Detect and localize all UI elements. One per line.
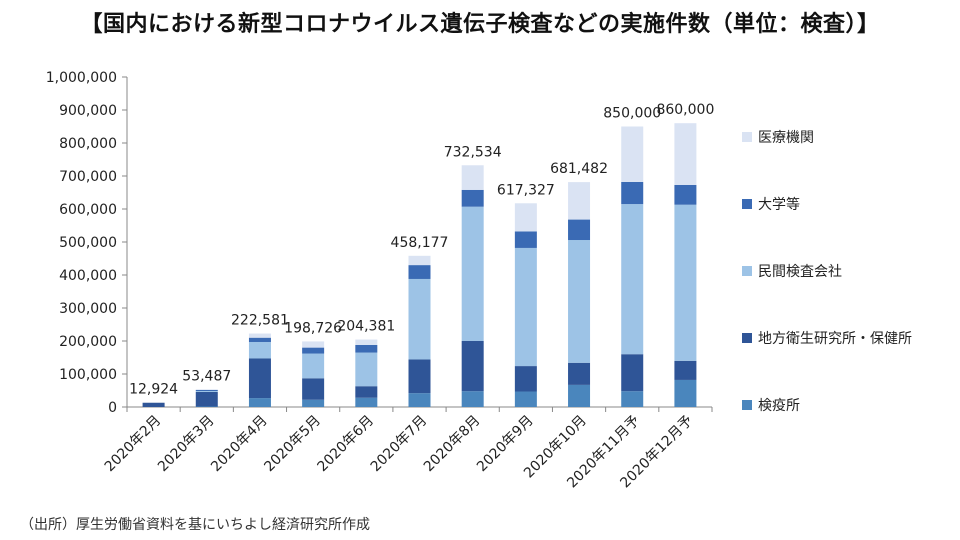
y-tick-label: 800,000 (59, 136, 117, 152)
x-category-label: 2020年4月 (208, 413, 271, 476)
y-axis: 0 100,000 200,000 300,000 400,000 500,000 600,… (46, 70, 128, 416)
total-label: 681,482 (550, 161, 608, 177)
x-category-label: 2020年5月 (261, 413, 324, 476)
total-label: 850,000 (603, 106, 661, 122)
bar-segment-3 (674, 204, 697, 361)
bar-segment-2 (355, 386, 378, 398)
total-label: 458,177 (391, 235, 449, 251)
bar-segment-4 (461, 189, 484, 207)
legend-swatch (742, 132, 752, 142)
legend-swatch (742, 266, 752, 276)
bar-segment-5 (248, 333, 271, 338)
bar-segment-4 (302, 347, 325, 354)
bar-segment-4 (674, 184, 697, 205)
bar-segment-2 (568, 362, 591, 385)
bar-segment-5 (355, 339, 378, 345)
bar-segment-1 (568, 384, 591, 407)
bar-segment-2 (302, 378, 325, 400)
bar-segment-3 (514, 247, 537, 367)
bar-segment-3 (408, 278, 431, 360)
legend-label: 大学等 (758, 196, 800, 213)
bar-segment-2 (142, 402, 165, 407)
bar-segment-3 (568, 240, 591, 363)
bar-segment-1 (621, 391, 644, 407)
x-category-label: 2020年6月 (315, 413, 378, 476)
total-label: 222,581 (231, 313, 289, 329)
y-tick-label: 900,000 (59, 103, 117, 119)
legend-swatch (742, 333, 752, 343)
x-category-label: 2020年2月 (102, 413, 165, 476)
bar-segment-2 (248, 358, 271, 399)
source-note: （出所）厚生労働省資料を基にいちよし経済研究所作成 (20, 517, 370, 533)
bar-segment-5 (514, 203, 537, 232)
bar-segment-2 (514, 366, 537, 392)
bar-segment-5 (621, 126, 644, 182)
bar-segment-3 (302, 353, 325, 379)
legend-swatch (742, 199, 752, 209)
bar-segment-1 (461, 391, 484, 407)
bar-segment-2 (408, 359, 431, 394)
y-tick-label: 500,000 (59, 235, 117, 251)
y-tick-label: 400,000 (59, 268, 117, 284)
bar-segment-5 (568, 182, 591, 220)
legend-label: 医療機関 (758, 129, 814, 146)
bar-segment-3 (195, 390, 218, 392)
total-label: 53,487 (182, 368, 231, 384)
x-category-label: 2020年3月 (155, 413, 218, 476)
bar-segment-3 (355, 352, 378, 387)
y-tick-label: 1,000,000 (46, 70, 117, 86)
bar-segment-4 (514, 231, 537, 248)
chart-title: 【国内における新型コロナウイルス遺伝子検査などの実施件数（単位：検査）】 (80, 12, 880, 37)
bar-segment-5 (302, 341, 325, 348)
bar-segment-4 (248, 337, 271, 342)
bar-segment-1 (355, 397, 378, 407)
y-tick-label: 300,000 (59, 301, 117, 317)
y-tick-label: 100,000 (59, 367, 117, 383)
bar-segment-1 (302, 399, 325, 407)
bar-segment-1 (408, 393, 431, 407)
bar-segment-3 (621, 204, 644, 355)
total-label: 204,381 (337, 319, 395, 335)
bar-segment-2 (621, 354, 644, 392)
bar-segment-1 (514, 391, 537, 407)
bars (142, 123, 697, 407)
legend-label: 検疫所 (758, 398, 800, 414)
bar-segment-4 (195, 390, 218, 391)
x-category-label: 2020年8月 (421, 413, 484, 476)
bar-segment-4 (621, 181, 644, 205)
y-tick-label: 0 (108, 400, 117, 416)
legend-label: 民間検査会社 (758, 264, 842, 280)
bar-segment-2 (195, 391, 218, 407)
bar-segment-1 (674, 379, 697, 407)
y-tick-label: 200,000 (59, 334, 117, 350)
x-axis: 2020年2月2020年3月2020年4月2020年5月2020年6月2020年… (102, 406, 713, 491)
bar-segment-3 (248, 341, 271, 359)
y-tick-label: 700,000 (59, 169, 117, 185)
bar-segment-2 (461, 341, 484, 392)
total-label: 617,327 (497, 182, 555, 198)
bar-segment-2 (674, 360, 697, 380)
bar-segment-5 (674, 123, 697, 185)
legend-swatch (742, 400, 752, 410)
total-label: 12,924 (129, 382, 178, 398)
bar-segment-5 (461, 165, 484, 190)
bar-segment-4 (568, 219, 591, 241)
bar-segment-3 (461, 206, 484, 341)
total-label: 198,726 (284, 320, 342, 336)
total-label: 732,534 (444, 144, 502, 160)
bar-segment-4 (408, 265, 431, 279)
legend-label: 地方衛生研究所・保健所 (758, 331, 912, 347)
y-tick-label: 600,000 (59, 202, 117, 218)
bar-segment-5 (408, 255, 431, 266)
total-label: 860,000 (656, 102, 714, 118)
bar-segment-1 (248, 398, 271, 407)
bar-segment-4 (355, 344, 378, 353)
x-category-label: 2020年7月 (368, 413, 431, 476)
bar-segment-5 (195, 389, 218, 391)
